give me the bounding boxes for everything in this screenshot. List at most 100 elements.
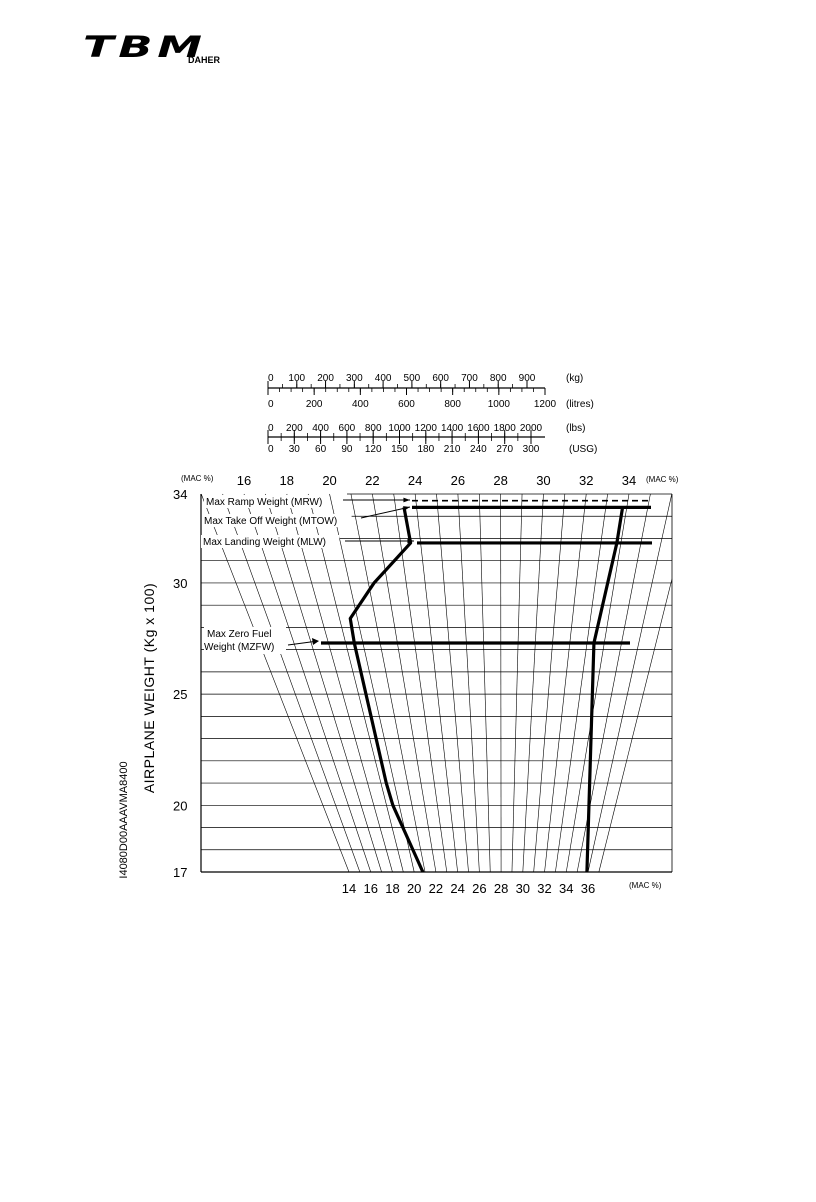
forward-cg-limit	[348, 507, 425, 873]
top-mac-tick-label: 32	[579, 473, 593, 488]
grid-mac-line	[533, 493, 566, 873]
grid-mac-line	[555, 493, 608, 873]
bottom-mac-tick-label: 30	[516, 881, 530, 896]
y-tick-label: 30	[173, 576, 187, 591]
limit-arrow-head	[403, 506, 410, 511]
conversion-scales: 0 100 200 300 400 500 600 700 800 900 (kg)0 200 400 6…	[267, 373, 597, 455]
top-mac-tick-label: 28	[493, 473, 507, 488]
limit-label-bg	[204, 495, 326, 508]
mzfw-label-line1: Max Zero Fuel	[207, 629, 271, 640]
scale-tick-label: 400	[312, 423, 329, 434]
bottom-mac-tick-label: 24	[450, 881, 464, 896]
scale-tick-label: 270	[496, 444, 513, 455]
top-mac-tick-label: 30	[536, 473, 550, 488]
top-mac-tick-label: 22	[365, 473, 379, 488]
scale-tick-label: 500	[404, 373, 421, 384]
scale-tick-label: 1800	[494, 423, 517, 434]
grid-mac-line	[565, 493, 630, 873]
y-tick-label: 20	[173, 798, 187, 813]
grid-mac-line	[478, 493, 491, 873]
chart-grid	[200, 493, 673, 873]
grid-mac-line	[393, 493, 448, 873]
top-mac-tick-label: 20	[322, 473, 336, 488]
scale-tick-label: 800	[490, 373, 507, 384]
limit-label-bg	[204, 627, 286, 654]
grid-mac-line	[587, 493, 673, 873]
grid-mac-line	[200, 493, 350, 873]
limit-arrow-head	[312, 638, 319, 645]
scale-tick-label: 600	[339, 423, 356, 434]
grid-mac-line	[329, 493, 415, 873]
scale-tick-label: 600	[398, 399, 415, 410]
scale-tick-label: 200	[286, 423, 303, 434]
bottom-mac-tick-label: 16	[363, 881, 377, 896]
scale-tick-label: 90	[341, 444, 353, 455]
scale-tick-label: 30	[289, 444, 301, 455]
tbm-daher-logo: TBM DAHER	[83, 30, 233, 70]
chart-labels: 17 20 25 30 34 (MAC %) (MAC %) 16 18 20 22 24 26 28 30…	[173, 473, 679, 896]
scale-tick-label: 0	[268, 373, 274, 384]
scale-tick-label: 400	[352, 399, 369, 410]
scale-tick-label: 800	[444, 399, 461, 410]
limit-label-bg	[201, 535, 340, 548]
bottom-mac-tick-label: 14	[342, 881, 356, 896]
limit-label: Max Landing Weight (MLW)	[203, 537, 326, 548]
top-mac-tick-label: 26	[451, 473, 465, 488]
grid-mac-line	[598, 578, 673, 873]
scale-tick-label: 1600	[467, 423, 490, 434]
chart-frame	[200, 494, 673, 873]
scale-tick-label: 210	[444, 444, 461, 455]
scale-tick-label: 1200	[415, 423, 438, 434]
scale-tick-label: 0	[268, 444, 274, 455]
grid-mac-line	[522, 493, 544, 873]
grid-mac-line	[436, 493, 469, 873]
top-mac-tick-label: 16	[237, 473, 251, 488]
grid-mac-line	[286, 493, 393, 873]
scale-tick-label: 2000	[520, 423, 543, 434]
grid-mac-line	[457, 493, 480, 873]
scale-unit-label: (kg)	[566, 373, 583, 384]
limit-arrow-line	[360, 506, 411, 519]
scale-tick-label: 120	[365, 444, 382, 455]
scale-tick-label: 400	[375, 373, 392, 384]
bottom-mac-tick-label: 18	[385, 881, 399, 896]
mzfw-label-line2: Weight (MZFW)	[204, 642, 274, 653]
grid-mac-line	[243, 493, 372, 873]
grid-mac-line	[265, 493, 382, 873]
scale-tick-label: 100	[288, 373, 305, 384]
scale-tick-label: 900	[519, 373, 536, 384]
scale-tick-label: 180	[417, 444, 434, 455]
scale-tick-label: 240	[470, 444, 487, 455]
bottom-mac-tick-label: 20	[407, 881, 421, 896]
limit-arrow-head	[407, 538, 414, 544]
scale-tick-label: 1000	[388, 423, 411, 434]
y-axis-title: AIRPLANE WEIGHT (Kg x 100)	[141, 583, 157, 793]
document-code: I4080D00AAAVMA8400	[118, 761, 130, 878]
scale-tick-label: 300	[523, 444, 540, 455]
top-mac-tick-label: 18	[280, 473, 294, 488]
logo-daher-text: DAHER	[188, 55, 221, 65]
grid-mac-line	[414, 493, 458, 873]
scale-tick-label: 600	[432, 373, 449, 384]
y-tick-label: 17	[173, 865, 187, 880]
scale-unit-label: (lbs)	[566, 423, 585, 434]
bottom-mac-tick-label: 36	[581, 881, 595, 896]
grid-mac-line	[350, 493, 426, 873]
top-axis-unit-left: (MAC %)	[181, 474, 214, 483]
aft-cg-limit	[585, 507, 625, 873]
bottom-mac-tick-label: 34	[559, 881, 573, 896]
bottom-mac-tick-label: 22	[429, 881, 443, 896]
scale-tick-label: 700	[461, 373, 478, 384]
grid-mac-line	[307, 493, 404, 873]
scale-unit-label: (USG)	[569, 444, 597, 455]
grid-mac-line	[511, 493, 523, 873]
bottom-mac-tick-label: 32	[537, 881, 551, 896]
top-mac-tick-label: 34	[622, 473, 636, 488]
limit-label: Max Ramp Weight (MRW)	[206, 497, 322, 508]
cg-envelope	[321, 499, 652, 873]
logo-tbm-text: TBM	[83, 30, 207, 64]
scale-tick-label: 1200	[534, 399, 557, 410]
grid-mac-line	[222, 493, 361, 873]
bottom-mac-tick-label: 26	[472, 881, 486, 896]
